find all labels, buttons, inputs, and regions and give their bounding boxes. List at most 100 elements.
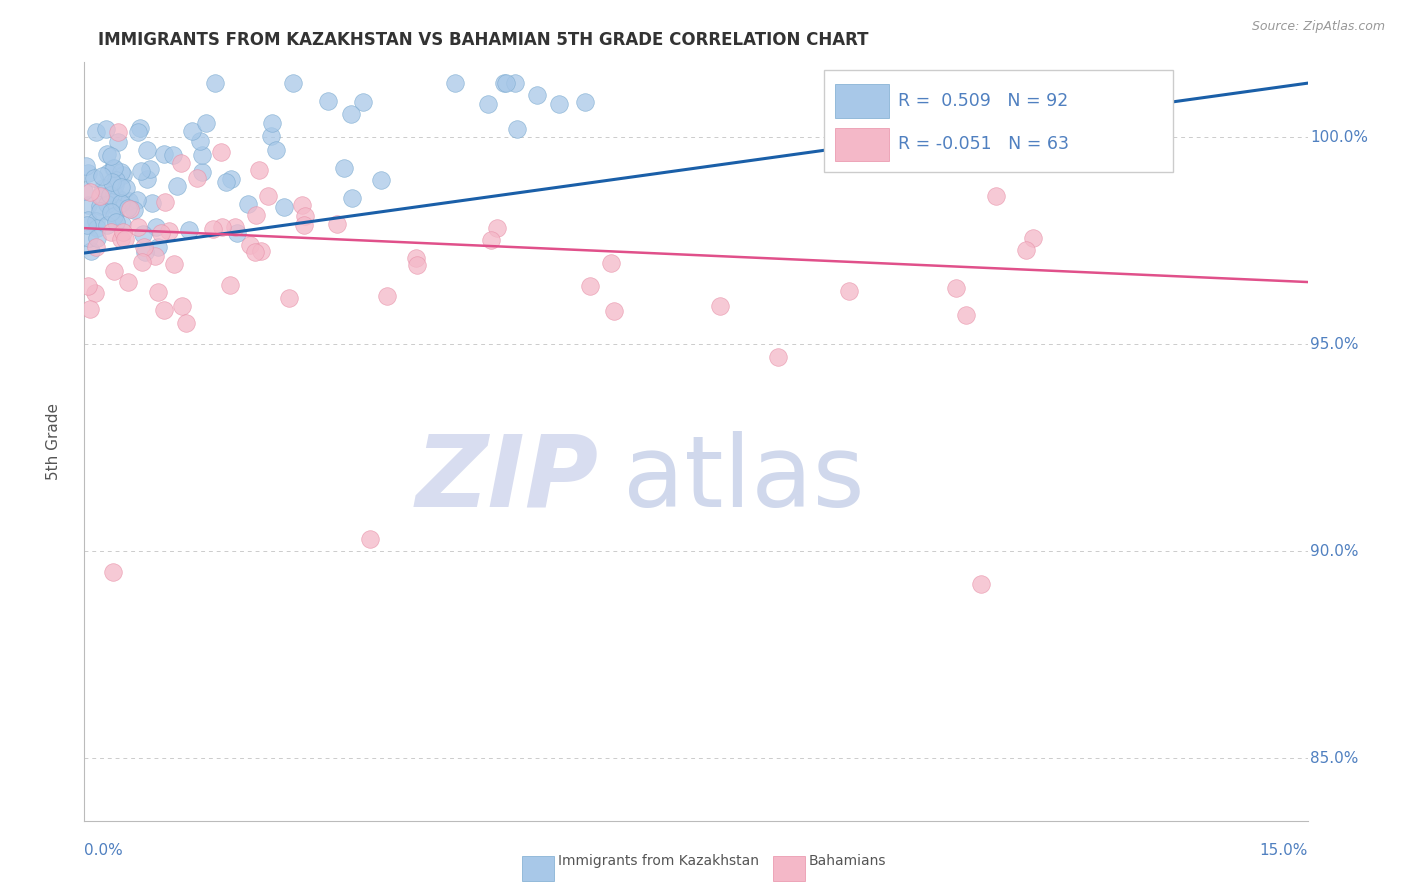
Point <box>117 201 139 215</box>
Point <box>135 171 157 186</box>
Point <box>77 213 100 227</box>
Point <box>170 300 193 314</box>
Point <box>103 186 125 201</box>
Point <box>112 225 135 239</box>
Point <box>174 316 197 330</box>
Point <box>134 245 156 260</box>
Point <box>153 303 176 318</box>
Point <box>709 299 731 313</box>
Point <box>89 199 111 213</box>
FancyBboxPatch shape <box>835 128 889 161</box>
Text: R = -0.051   N = 63: R = -0.051 N = 63 <box>898 136 1069 153</box>
Point <box>340 191 363 205</box>
Point <box>110 232 132 246</box>
Point <box>76 166 98 180</box>
Point <box>377 289 399 303</box>
Text: atlas: atlas <box>623 431 865 528</box>
Point <box>166 178 188 193</box>
Text: ZIP: ZIP <box>415 431 598 528</box>
Point <box>986 189 1008 203</box>
Point <box>97 166 120 180</box>
Text: 15.0%: 15.0% <box>1260 844 1308 858</box>
Text: 85.0%: 85.0% <box>1310 751 1358 766</box>
Text: Source: ZipAtlas.com: Source: ZipAtlas.com <box>1251 20 1385 33</box>
Point <box>107 125 129 139</box>
Point <box>125 194 148 208</box>
Text: Bahamians: Bahamians <box>808 854 886 868</box>
Point <box>574 95 596 110</box>
Point <box>131 227 153 242</box>
Point <box>73 184 96 198</box>
Point <box>238 197 260 211</box>
Point <box>100 225 122 239</box>
Point <box>243 244 266 259</box>
Point <box>148 240 170 254</box>
Point <box>278 291 301 305</box>
Point <box>444 76 467 90</box>
Point <box>101 161 124 175</box>
Text: IMMIGRANTS FROM KAZAKHSTAN VS BAHAMIAN 5TH GRADE CORRELATION CHART: IMMIGRANTS FROM KAZAKHSTAN VS BAHAMIAN 5… <box>98 31 869 49</box>
Point <box>79 302 101 317</box>
Point <box>209 145 232 160</box>
Point <box>153 147 176 161</box>
Point <box>89 204 111 219</box>
Point <box>105 201 128 215</box>
Point <box>100 175 122 189</box>
Point <box>115 181 138 195</box>
Point <box>1021 231 1043 245</box>
Point <box>526 87 548 102</box>
Point <box>90 188 112 202</box>
Point <box>179 223 201 237</box>
Point <box>110 196 132 211</box>
Point <box>215 175 238 189</box>
Point <box>134 240 156 254</box>
Point <box>91 180 114 194</box>
Point <box>83 171 105 186</box>
Point <box>257 189 280 203</box>
Point <box>495 76 517 90</box>
Point <box>204 76 226 90</box>
Point <box>129 164 152 178</box>
Point <box>112 169 135 183</box>
Point <box>202 221 225 235</box>
Point <box>76 279 98 293</box>
Point <box>333 161 356 175</box>
Point <box>118 194 141 208</box>
Point <box>107 191 129 205</box>
Point <box>84 125 107 139</box>
Point <box>188 134 211 148</box>
Point <box>86 221 108 235</box>
Point <box>76 218 98 232</box>
Point <box>94 121 117 136</box>
Point <box>107 135 129 149</box>
Point <box>127 125 149 139</box>
Point <box>219 172 242 186</box>
Text: 100.0%: 100.0% <box>1310 129 1368 145</box>
Point <box>145 219 167 234</box>
Point <box>103 264 125 278</box>
Point <box>955 308 977 322</box>
Point <box>292 218 315 232</box>
Text: R =  0.509   N = 92: R = 0.509 N = 92 <box>898 92 1069 110</box>
Point <box>599 256 621 270</box>
Point <box>89 188 111 202</box>
Point <box>162 148 184 162</box>
Point <box>127 220 149 235</box>
Point <box>249 163 271 178</box>
Point <box>122 202 145 217</box>
Point <box>96 197 118 211</box>
Point <box>143 249 166 263</box>
Point <box>239 237 262 252</box>
Point <box>339 107 361 121</box>
Point <box>149 226 172 240</box>
Point <box>224 219 246 234</box>
Point <box>129 120 152 135</box>
Point <box>84 214 107 228</box>
Point <box>245 208 267 222</box>
Point <box>146 285 169 299</box>
Point <box>1015 243 1038 257</box>
Point <box>838 285 860 299</box>
Point <box>117 276 139 290</box>
Point <box>100 149 122 163</box>
Point <box>86 240 108 254</box>
